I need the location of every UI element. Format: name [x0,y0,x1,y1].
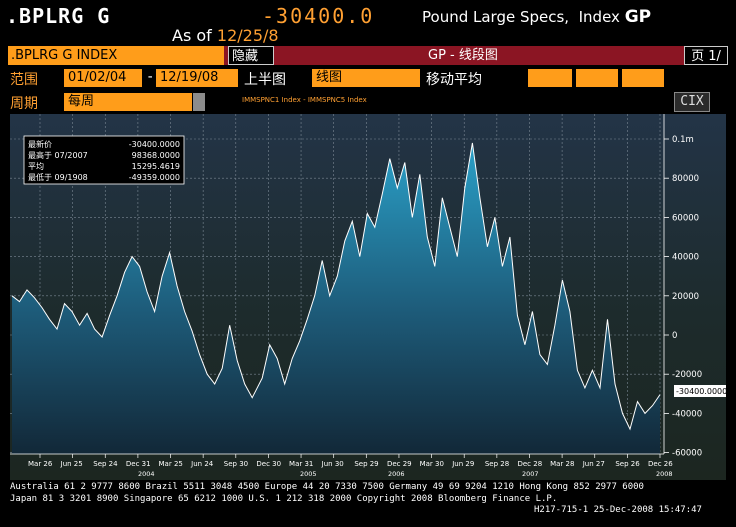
period-dropdown-handle[interactable] [193,93,205,111]
index-label: Index [578,8,620,26]
x-tick-label: Sep 26 [615,460,640,468]
x-tick-label: Dec 31 [126,460,151,468]
stat-label: 最低于 09/1908 [28,172,88,182]
series-line [11,142,661,431]
x-tick-label: Jun 29 [451,460,474,468]
function-code: GP [624,7,652,27]
x-axis: Mar 26 Jun 25 Sep 24 Dec 31 Mar 25 Jun 24 Sep … [10,453,673,478]
moving-average-field-3[interactable] [622,69,664,87]
x-tick-label: Sep 28 [485,460,509,468]
stat-label: 最新价 [28,139,52,149]
y-tick-label: -20000 [672,370,702,380]
moving-average-field-1[interactable] [528,69,572,87]
x-tick-label: Mar 28 [550,460,574,468]
footer-contacts-2: Japan 81 3 3201 8900 Singapore 65 6212 1… [10,494,558,504]
last-value: -30400.0 [262,4,375,28]
year-label: 2008 [656,470,673,478]
year-label: 2007 [522,470,539,478]
period-label: 周期 [10,96,38,112]
upper-chart-field[interactable]: 线图 [312,69,420,87]
end-date-field[interactable]: 12/19/08 [156,69,238,87]
year-label: 2006 [388,470,405,478]
stat-label: 最高于 07/2007 [28,150,88,160]
moving-average-label: 移动平均 [426,72,482,88]
page-indicator[interactable]: 页 1/ [684,46,728,65]
y-tick-label: 60000 [672,213,699,223]
y-tick-label: 0 [672,331,677,341]
hide-button[interactable]: 隐藏 [228,46,274,65]
security-description: Pound Large Specs, Index GP [422,7,651,27]
footer-timestamp: H217-715-1 25-Dec-2008 15:47:47 [534,505,702,515]
x-tick-label: Sep 29 [354,460,378,468]
x-tick-label: Dec 30 [256,460,281,468]
stats-table: 最新价 -30400.0000 最高于 07/2007 98368.0000 平均 152… [28,139,180,182]
description-text: Pound Large Specs, [422,8,570,26]
cix-button[interactable]: CIX [674,92,710,112]
range-label: 范围 [10,72,38,88]
as-of-date: 12/25/8 [216,26,279,45]
index-field[interactable]: .BPLRG G INDEX [8,46,224,65]
x-tick-label: Mar 31 [289,460,313,468]
x-tick-label: Dec 29 [387,460,412,468]
x-tick-label: Jun 27 [582,460,605,468]
as-of: As of 12/25/8 [172,26,279,45]
stat-label: 平均 [28,161,44,171]
toolbar: .BPLRG G INDEX 隐藏 GP - 线段图 页 1/ [8,46,728,65]
function-title: GP - 线段图 [428,48,498,63]
ticker: .BPLRG G [6,4,111,28]
x-tick-label: Dec 26 [648,460,673,468]
y-tick-label: 80000 [672,174,699,184]
last-value-label: -30400.0000 [676,387,726,396]
stat-value: 98368.0000 [132,151,180,160]
period-field[interactable]: 每周 [64,93,192,111]
stat-value: -30400.0000 [129,140,180,149]
chart: 0.1m 80000 60000 40000 20000 0 -20000 -40000 -60… [10,114,726,480]
x-tick-label: Dec 28 [517,460,542,468]
y-axis: 0.1m 80000 60000 40000 20000 0 -20000 -40000 -60… [663,114,702,459]
y-tick-label: 40000 [672,253,699,263]
range-dash: - [146,69,155,85]
y-tick-label: -60000 [672,449,702,459]
x-tick-label: Mar 30 [420,460,444,468]
last-value-marker [674,385,726,397]
year-label: 2004 [138,470,155,478]
x-tick-label: Sep 30 [224,460,248,468]
stat-value: -49359.0000 [129,173,180,182]
stats-box [23,135,185,185]
x-tick-label: Jun 24 [190,460,214,468]
upper-chart-label: 上半图 [244,72,286,88]
x-tick-label: Mar 25 [159,460,183,468]
y-tick-label: 20000 [672,292,699,302]
area-fill [12,142,660,454]
y-tick-label: -40000 [672,409,702,419]
start-date-field[interactable]: 01/02/04 [64,69,142,87]
x-tick-label: Sep 24 [93,460,118,468]
y-tick-label: 0.1m [672,135,694,145]
series-legend: IMMSPNC1 Index - IMMSPNC5 Index [242,96,367,104]
moving-average-field-2[interactable] [576,69,618,87]
year-label: 2005 [300,470,317,478]
footer-contacts-1: Australia 61 2 9777 8600 Brazil 5511 304… [10,482,644,492]
x-tick-label: Jun 30 [321,460,344,468]
as-of-label: As of [172,26,212,45]
x-tick-label: Mar 26 [28,460,53,468]
x-tick-label: Jun 25 [60,460,83,468]
stat-value: 15295.4619 [132,162,180,171]
